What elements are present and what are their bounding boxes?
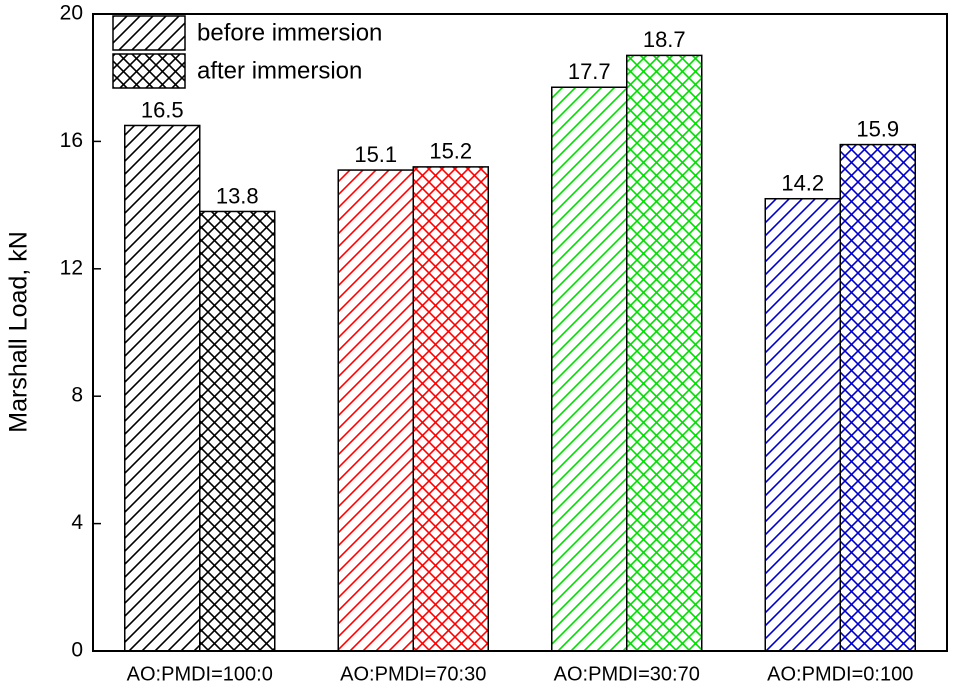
value-label: 18.7 [643,27,686,52]
value-label: 14.2 [781,171,824,196]
bar [199,210,276,652]
value-label: 17.7 [568,59,611,84]
legend-label: after immersion [197,57,362,84]
bar [412,166,489,652]
x-tick-label: AO:PMDI=30:70 [554,663,700,685]
legend-swatch [112,53,186,89]
y-tick-label: 20 [60,2,83,25]
y-tick-label: 0 [71,639,83,662]
legend-swatch [112,15,186,51]
bar [764,197,841,652]
bar [124,124,201,652]
plot-frame [92,13,948,652]
value-label: 15.2 [429,139,472,164]
bar [626,54,703,652]
value-label: 13.8 [216,183,259,208]
y-tick-label: 8 [71,384,83,407]
bar [337,169,414,652]
value-label: 15.9 [856,116,899,141]
bar [839,143,916,652]
value-label: 15.1 [354,142,397,167]
y-tick-label: 4 [71,511,83,534]
y-axis-label: Marshall Load, kN [5,231,33,432]
x-tick-label: AO:PMDI=70:30 [340,663,486,685]
y-tick-label: 12 [60,256,83,279]
x-tick-label: AO:PMDI=0:100 [767,663,913,685]
legend-label: before immersion [197,19,382,46]
bar [551,86,628,652]
x-tick-label: AO:PMDI=100:0 [127,663,273,685]
y-tick-label: 16 [60,129,83,152]
value-label: 16.5 [141,97,184,122]
